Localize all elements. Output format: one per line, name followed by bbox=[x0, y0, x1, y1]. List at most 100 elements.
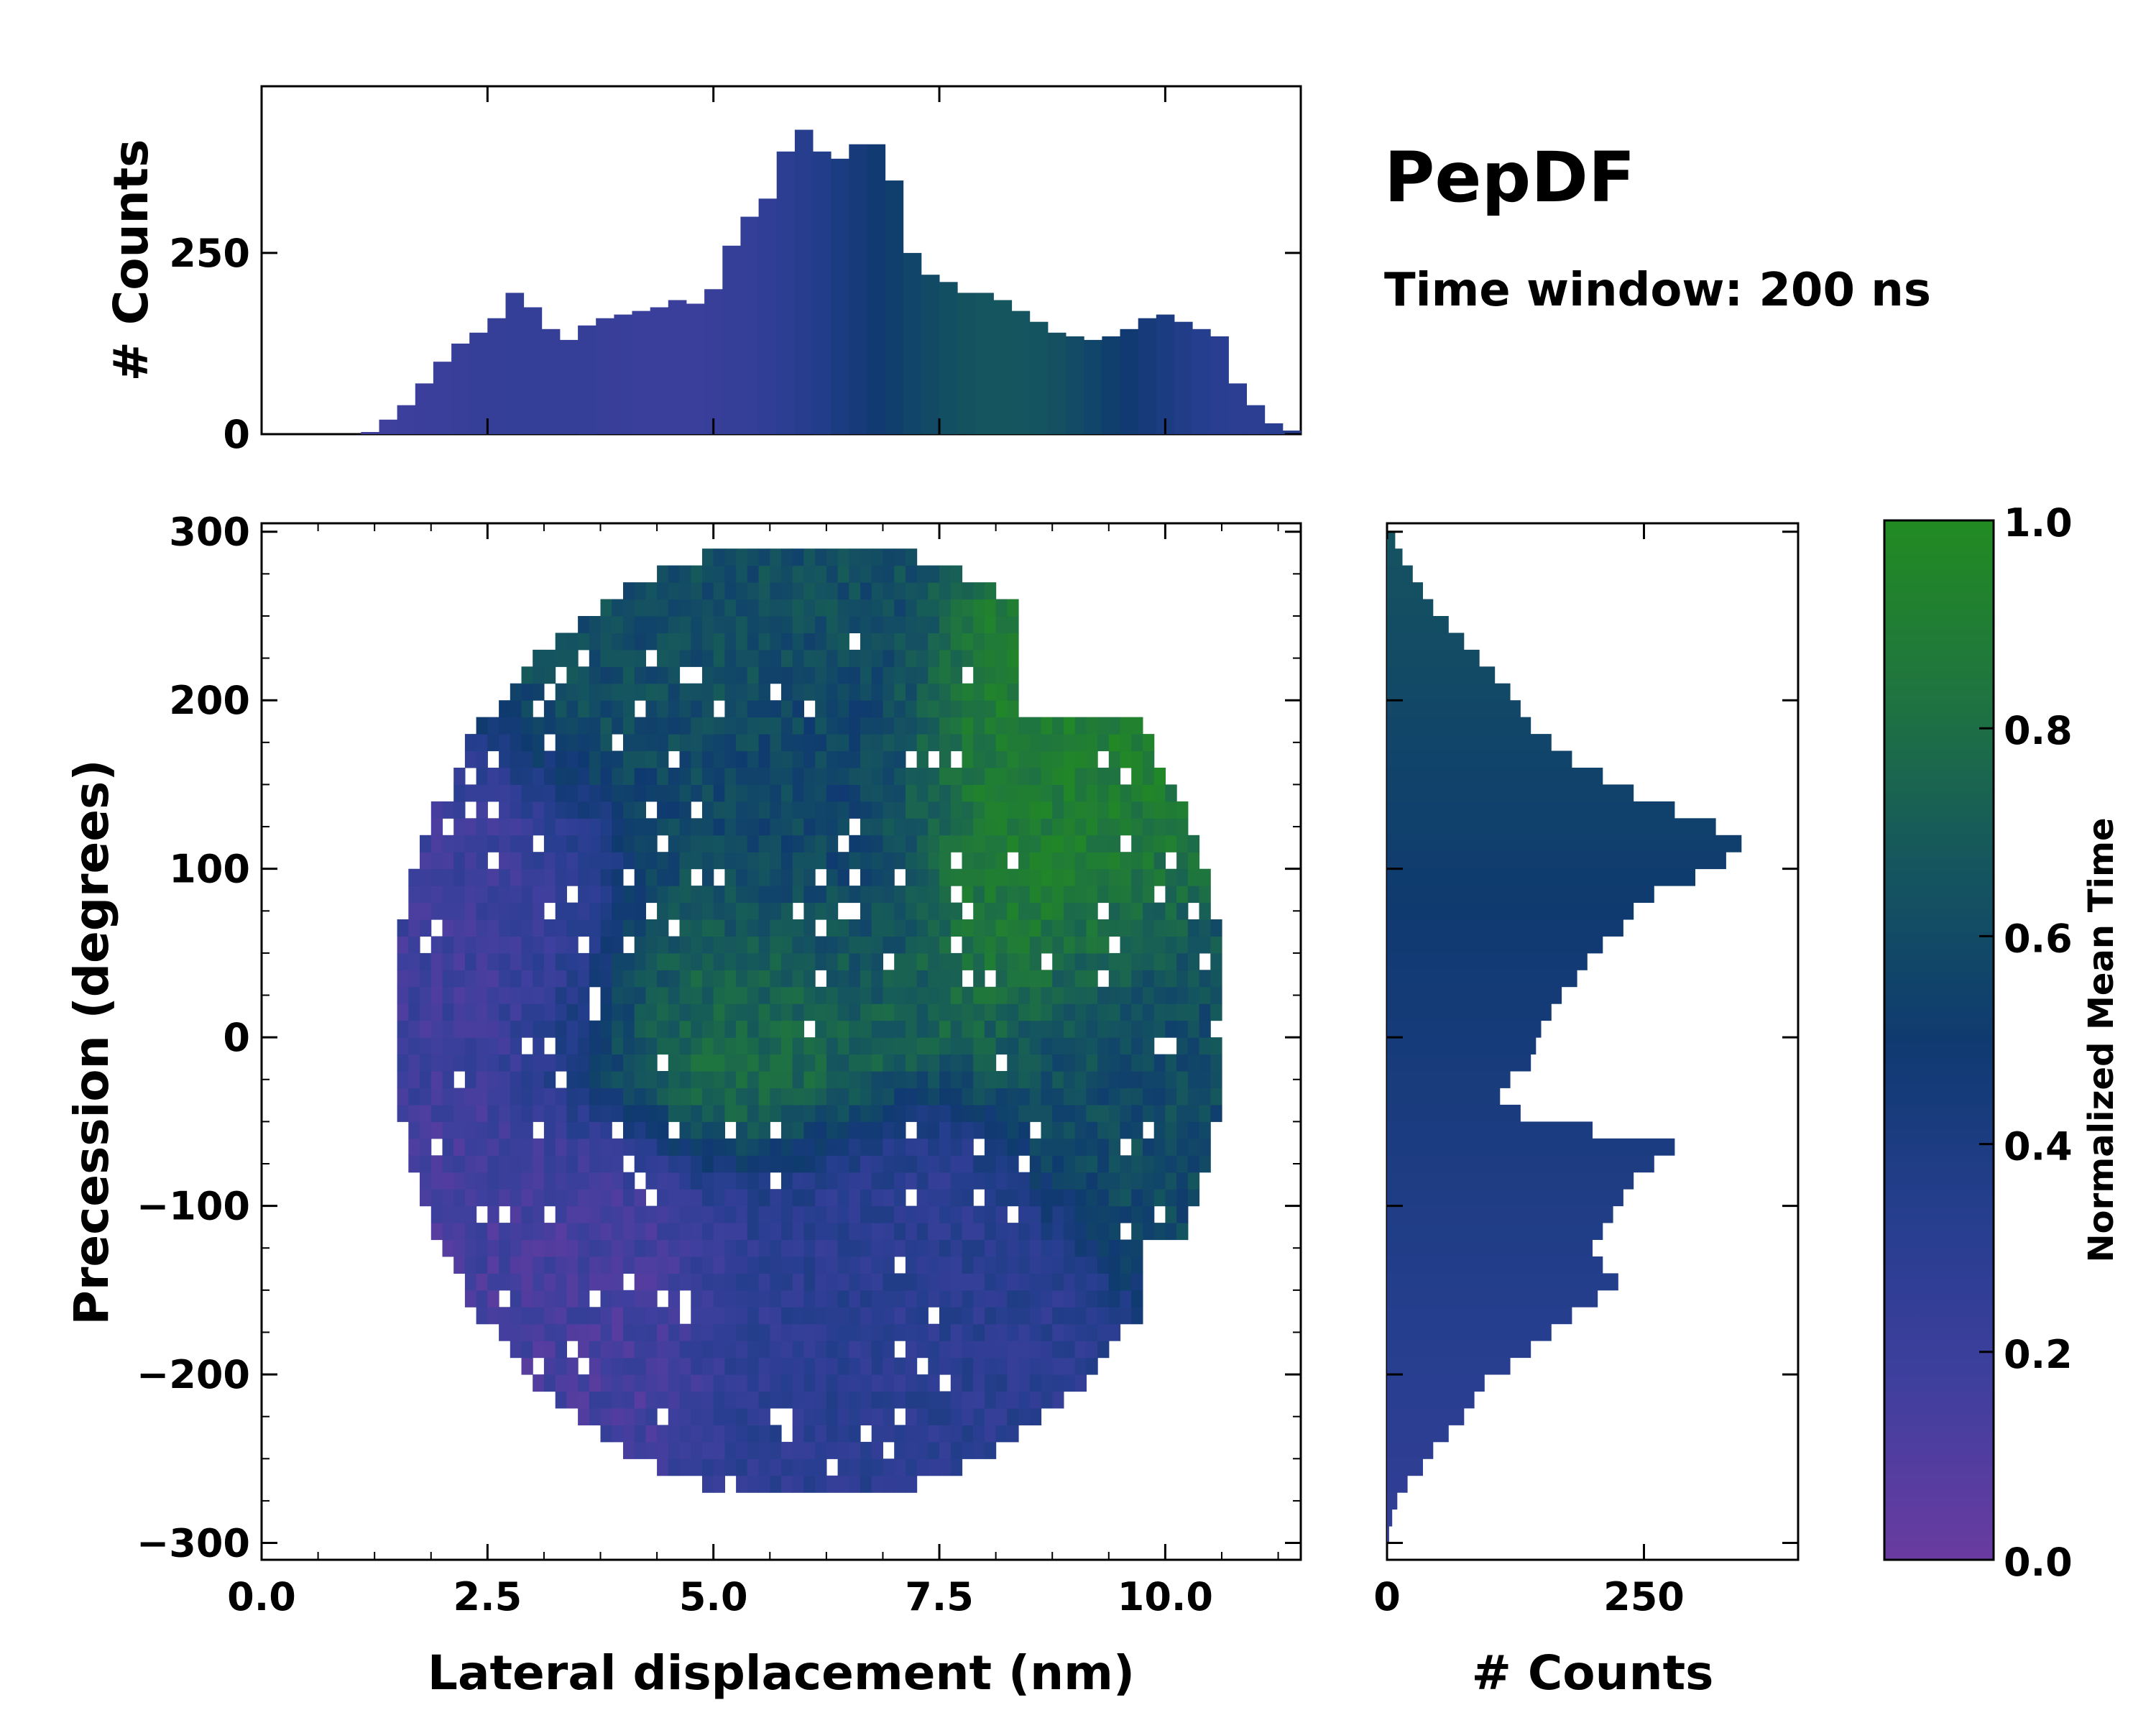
heatmap-cell bbox=[533, 1374, 545, 1392]
heatmap-cell bbox=[747, 1357, 760, 1375]
heatmap-cell bbox=[939, 666, 952, 684]
heatmap-cell bbox=[1029, 1003, 1042, 1021]
heatmap-cell bbox=[600, 1408, 612, 1425]
heatmap-cell bbox=[543, 936, 556, 954]
heatmap-cell bbox=[770, 1088, 782, 1106]
heatmap-cell bbox=[883, 1205, 895, 1223]
heatmap-cell bbox=[521, 768, 533, 785]
heatmap-cell bbox=[837, 784, 849, 802]
heatmap-cell bbox=[679, 1408, 691, 1425]
heatmap-cell bbox=[1153, 1189, 1166, 1207]
heatmap-cell bbox=[815, 1408, 827, 1425]
heatmap-cell bbox=[657, 649, 669, 667]
heatmap-cell bbox=[770, 919, 782, 937]
heatmap-cell bbox=[634, 868, 646, 886]
heatmap-cell bbox=[1120, 1307, 1132, 1325]
heatmap-cell bbox=[747, 548, 760, 566]
heatmap-cell bbox=[1007, 1121, 1019, 1139]
heatmap-cell bbox=[973, 616, 985, 633]
heatmap-cell bbox=[984, 1307, 997, 1325]
heatmap-cell bbox=[600, 1307, 612, 1325]
heatmap-cell bbox=[849, 1425, 861, 1443]
heatmap-cell bbox=[1187, 1189, 1200, 1207]
heatmap-cell bbox=[566, 1273, 579, 1291]
heatmap-cell bbox=[984, 835, 997, 852]
heatmap-cell bbox=[566, 1071, 579, 1088]
heatmap-cell bbox=[430, 1054, 443, 1072]
heatmap-cell bbox=[928, 633, 940, 651]
heatmap-cell bbox=[815, 750, 827, 768]
heatmap-cell bbox=[487, 919, 499, 937]
heatmap-cell bbox=[691, 1037, 703, 1055]
heatmap-cell bbox=[702, 1239, 714, 1257]
heatmap-cell bbox=[487, 734, 499, 752]
heatmap-cell bbox=[1131, 919, 1143, 937]
heatmap-cell bbox=[770, 1341, 782, 1359]
heatmap-cell bbox=[950, 986, 963, 1004]
heatmap-cell bbox=[984, 1088, 997, 1106]
heatmap-cell bbox=[668, 952, 681, 970]
heatmap-cell bbox=[691, 919, 703, 937]
heatmap-cell bbox=[1131, 1037, 1143, 1055]
heatmap-cell bbox=[849, 1003, 861, 1021]
heatmap-cell bbox=[1086, 1256, 1098, 1274]
heatmap-cell bbox=[713, 1425, 725, 1443]
heatmap-cell bbox=[758, 952, 770, 970]
heatmap-cell bbox=[1007, 666, 1019, 684]
heatmap-cell bbox=[612, 666, 624, 684]
heatmap-cell bbox=[1007, 986, 1019, 1004]
heatmap-cell bbox=[905, 768, 918, 785]
heatmap-cell bbox=[1086, 818, 1098, 836]
heatmap-cell bbox=[713, 1003, 725, 1021]
heatmap-cell bbox=[453, 784, 466, 802]
heatmap-cell bbox=[634, 666, 646, 684]
heatmap-cell bbox=[702, 970, 714, 988]
heatmap-cell bbox=[1187, 936, 1200, 954]
heatmap-cell bbox=[645, 1357, 658, 1375]
heatmap-cell bbox=[1029, 1172, 1042, 1190]
heatmap-cell bbox=[1063, 886, 1076, 904]
heatmap-cell bbox=[871, 582, 883, 600]
heatmap-cell bbox=[849, 1138, 861, 1156]
heatmap-cell bbox=[973, 1391, 985, 1409]
heatmap-cell bbox=[1131, 1054, 1143, 1072]
heatmap-cell bbox=[984, 1155, 997, 1173]
heatmap-cell bbox=[758, 616, 770, 633]
heatmap-cell bbox=[758, 986, 770, 1004]
heatmap-cell bbox=[770, 1205, 782, 1223]
heatmap-cell bbox=[883, 784, 895, 802]
heatmap-cell bbox=[600, 1374, 612, 1392]
heatmap-cell bbox=[679, 717, 691, 735]
heatmap-cell bbox=[916, 936, 929, 954]
heatmap-cell bbox=[566, 1290, 579, 1308]
heatmap-cell bbox=[397, 952, 409, 970]
heatmap-cell bbox=[883, 734, 895, 752]
heatmap-cell bbox=[770, 1391, 782, 1409]
heatmap-cell bbox=[510, 1172, 522, 1190]
heatmap-cell bbox=[837, 818, 849, 836]
heatmap-cell bbox=[905, 1273, 918, 1291]
heatmap-cell bbox=[939, 1307, 952, 1325]
heatmap-cell bbox=[758, 1003, 770, 1021]
heatmap-cell bbox=[679, 633, 691, 651]
heatmap-cell bbox=[984, 1189, 997, 1207]
heatmap-cell bbox=[905, 1307, 918, 1325]
heatmap-cell bbox=[916, 1121, 929, 1139]
heatmap-cell bbox=[499, 1189, 511, 1207]
heatmap-cell bbox=[397, 1037, 409, 1055]
heatmap-cell bbox=[792, 1155, 804, 1173]
heatmap-cell bbox=[476, 1239, 488, 1257]
heatmap-cell bbox=[781, 818, 793, 836]
heatmap-cell bbox=[770, 1239, 782, 1257]
right-histogram-bar bbox=[1387, 886, 1654, 903]
heatmap-cell bbox=[826, 717, 839, 735]
heatmap-cell bbox=[758, 1054, 770, 1072]
heatmap-cell bbox=[702, 734, 714, 752]
y-tick-label: 0 bbox=[223, 1015, 250, 1060]
heatmap-cell bbox=[883, 936, 895, 954]
heatmap-cell bbox=[1063, 750, 1076, 768]
heatmap-cell bbox=[1052, 970, 1064, 988]
heatmap-cell bbox=[1018, 952, 1031, 970]
heatmap-cell bbox=[973, 649, 985, 667]
